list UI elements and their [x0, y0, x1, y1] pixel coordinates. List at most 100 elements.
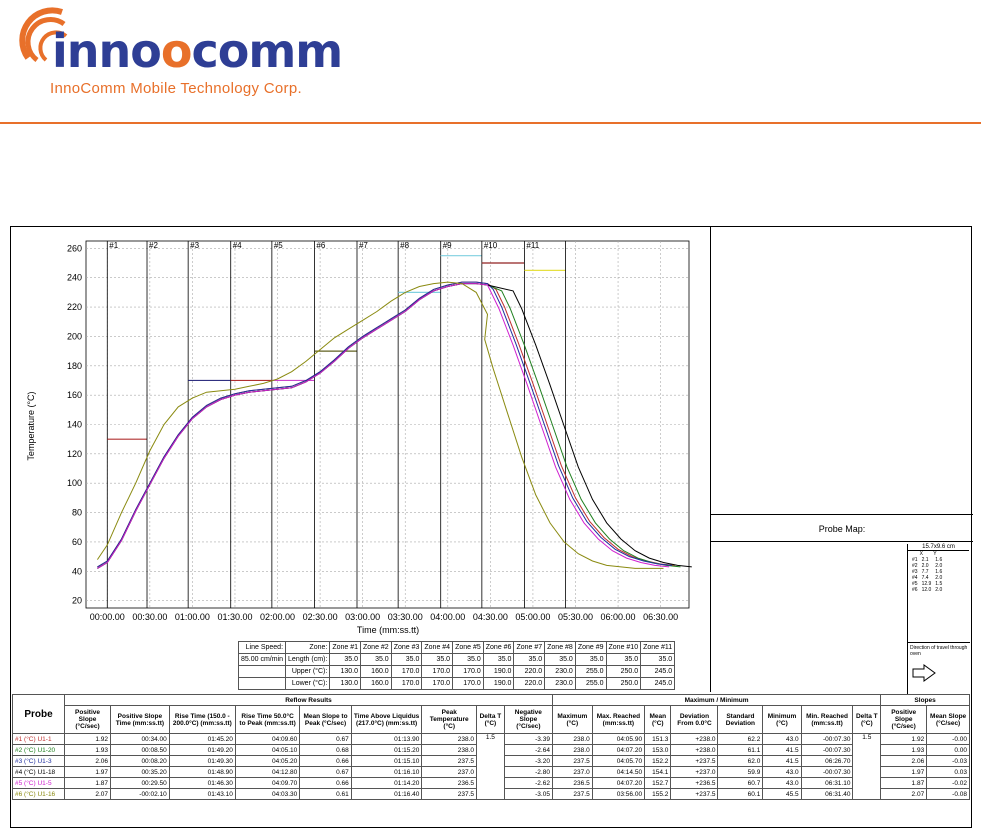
- zone-label: #3: [190, 241, 199, 250]
- probe-header: Probe: [12, 694, 65, 734]
- zone-label: #11: [526, 241, 539, 250]
- y-tick-label: 180: [67, 361, 82, 371]
- results-cell: 06:31.40: [800, 788, 854, 800]
- reflow-chart: #1 #2 #3 #4 #5 #6 #7 #8 #9 #10 #11 20 40 60 80 100 120 14…: [26, 240, 692, 635]
- results-cell: 04:05.90: [591, 733, 646, 745]
- results-cell: 1.97: [880, 766, 928, 778]
- blank-cell: [237, 665, 287, 678]
- y-tick-label: 80: [72, 508, 82, 518]
- x-tick-label: 06:00.00: [601, 612, 636, 622]
- results-column-header: Deviation From 0.0°C: [670, 705, 719, 734]
- zone-value: 160.0: [360, 665, 392, 678]
- logo-arcs: [19, 7, 68, 62]
- results-cell: 62.0: [717, 755, 764, 767]
- results-column-header: Max. Reached (mm:ss.tt): [591, 705, 646, 734]
- probe-name: #4 (°C) U1-18: [12, 766, 65, 778]
- results-cell: 43.0: [762, 733, 802, 745]
- y-tick-label: 120: [67, 449, 82, 459]
- logo-wordmark: innoocomm: [52, 24, 343, 78]
- header-divider: [0, 122, 981, 124]
- zone-value: 35.0: [360, 653, 392, 666]
- y-tick-label: 220: [67, 302, 82, 312]
- table-row: #1 (°C) U1-1 1.92 00:34.00 01:45.20 04:09.60…: [12, 733, 970, 800]
- results-cell: -2.64: [503, 744, 553, 756]
- results-cell: 01:13.90: [350, 733, 423, 745]
- results-cell: 1.93: [880, 744, 928, 756]
- results-cell: +237.0: [670, 766, 719, 778]
- zone-header: Zone #6: [482, 641, 515, 654]
- zone-header: Zone #3: [390, 641, 423, 654]
- zone-row-label: Zone:: [285, 641, 331, 654]
- results-cell: 155.2: [644, 788, 672, 800]
- blank-cell: [237, 677, 287, 690]
- results-cell: -2.62: [503, 777, 553, 789]
- results-cell: 0.66: [299, 755, 352, 767]
- results-cell: 01:49.20: [168, 744, 236, 756]
- zone-label: #7: [359, 241, 368, 250]
- results-column-header: Rise Time 50.0°C to Peak (mm:ss.tt): [234, 705, 301, 734]
- probe-coord-row: #4 7.4 2.0: [912, 575, 943, 581]
- zone-header: Zone #11: [640, 641, 676, 654]
- probe-map-panel: Probe Map: 15.7x9.6 cm X Y #1 2.1 1.6 #2 2.0 2…: [710, 226, 973, 694]
- zone-row-label: Lower (°C):: [285, 677, 331, 690]
- x-tick-label: 05:30.00: [558, 612, 593, 622]
- results-cell: 153.0: [644, 744, 672, 756]
- results-cell: 04:14.50: [591, 766, 646, 778]
- probe-name: #1 (°C) U1-1: [12, 733, 65, 745]
- x-axis-label: Time (mm:ss.tt): [357, 625, 419, 635]
- probe-coord-row: #1 2.1 1.6: [912, 557, 943, 563]
- results-cell: +238.0: [670, 733, 719, 745]
- arrow-right-icon: [912, 664, 936, 682]
- zone-value: 170.0: [452, 665, 484, 678]
- zone-label: #5: [274, 241, 283, 250]
- results-cell: -2.80: [503, 766, 553, 778]
- results-cell: 41.5: [762, 755, 802, 767]
- results-cell: 00:34.00: [110, 733, 170, 745]
- results-cell: 01:16.40: [350, 788, 423, 800]
- zone-value: 130.0: [329, 665, 362, 678]
- probe-coord-row: #5 12.9 1.5: [912, 581, 943, 587]
- results-cell: 152.7: [644, 777, 672, 789]
- zone-value: 190.0: [482, 677, 515, 690]
- zone-value: 230.0: [544, 677, 576, 690]
- zone-value: 170.0: [390, 665, 423, 678]
- results-cell: 01:46.30: [168, 777, 236, 789]
- results-cell: 2.07: [880, 788, 928, 800]
- results-column-header: Positive Slope (°C/sec): [880, 705, 928, 734]
- series-line: [97, 281, 673, 568]
- delta-t-value: 1.5: [852, 733, 882, 800]
- results-cell: 0.66: [299, 777, 352, 789]
- results-cell: 00:08.50: [110, 744, 170, 756]
- results-cell: 237.5: [551, 788, 593, 800]
- zone-value: 230.0: [544, 665, 576, 678]
- results-cell: 04:05.70: [591, 755, 646, 767]
- zone-header: Zone #1: [329, 641, 362, 654]
- results-cell: 00:29.50: [110, 777, 170, 789]
- line-speed-value: 85.00 cm/min: [237, 653, 287, 666]
- zone-value: 35.0: [329, 653, 362, 666]
- zone-header: Zone #5: [452, 641, 484, 654]
- direction-label: Direction of travel through oven: [908, 642, 970, 659]
- zone-value: 35.0: [452, 653, 484, 666]
- zone-label: #1: [109, 241, 118, 250]
- results-cell: 1.92: [63, 733, 112, 745]
- results-cell: 0.61: [299, 788, 352, 800]
- zone-header: Zone #8: [544, 641, 576, 654]
- maxmin-header: Maximum / Minimum: [551, 694, 882, 706]
- results-cell: 0.03: [926, 766, 970, 778]
- results-cell: 237.5: [551, 755, 593, 767]
- results-cell: +237.5: [670, 755, 719, 767]
- results-cell: -0.02: [926, 777, 970, 789]
- series-line: [96, 281, 664, 569]
- results-cell: 237.5: [421, 755, 478, 767]
- y-tick-label: 140: [67, 420, 82, 430]
- results-cell: 154.1: [644, 766, 672, 778]
- zones-table: Line Speed: Zone: Zone #1 Zone #2 Zone #3 Zon…: [237, 641, 676, 690]
- results-cell: +236.5: [670, 777, 719, 789]
- results-cell: 1.97: [63, 766, 112, 778]
- probe-coord-row: #3 7.7 1.6: [912, 569, 943, 575]
- probe-name: #5 (°C) U1-5: [12, 777, 65, 789]
- zone-label: #2: [149, 241, 158, 250]
- results-cell: -3.39: [503, 733, 553, 745]
